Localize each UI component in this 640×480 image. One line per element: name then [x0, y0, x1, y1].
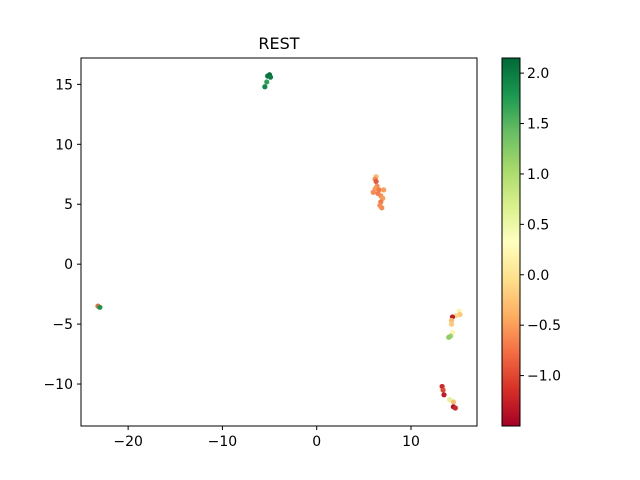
- points-layer: [95, 72, 463, 411]
- y-tick-label: −10: [43, 377, 73, 393]
- x-axis: −20 −10 0 10: [113, 426, 420, 450]
- colorbar-tick-label: 2.0: [527, 66, 549, 82]
- y-tick-label: 15: [55, 77, 73, 93]
- y-tick-label: −5: [52, 317, 73, 333]
- data-point: [447, 397, 453, 403]
- data-point: [452, 405, 458, 411]
- data-point: [440, 387, 446, 393]
- data-point: [373, 178, 379, 185]
- x-tick-label: 0: [312, 434, 321, 450]
- data-point: [267, 74, 274, 80]
- y-axis: −10 −5 0 5 10 15: [43, 77, 81, 393]
- colorbar-tick-label: −1.0: [527, 369, 561, 385]
- data-point: [450, 399, 457, 405]
- plot-frame: [80, 57, 478, 427]
- x-tick-label: −20: [113, 434, 143, 450]
- data-point: [379, 205, 385, 211]
- data-point: [97, 304, 103, 310]
- data-point: [448, 317, 455, 324]
- colorbar-tick-label: 0.0: [527, 268, 549, 284]
- colorbar-tick-label: 1.5: [527, 117, 549, 133]
- data-point: [381, 187, 387, 193]
- colorbar-tick-label: −0.5: [527, 318, 561, 334]
- data-point: [262, 84, 268, 90]
- data-point: [448, 321, 455, 327]
- data-point: [370, 189, 376, 195]
- y-tick-label: 0: [64, 257, 73, 273]
- data-point: [264, 79, 270, 85]
- chart-title: REST: [258, 34, 299, 53]
- y-tick-label: 10: [55, 137, 73, 153]
- y-tick-label: 5: [64, 197, 73, 213]
- data-point: [441, 392, 447, 398]
- x-tick-label: 10: [402, 434, 420, 450]
- x-tick-label: −10: [208, 434, 238, 450]
- data-point: [446, 334, 452, 340]
- colorbar-tick-label: 0.5: [527, 217, 549, 233]
- colorbar-axis: −1.0 −0.5 0.0 0.5 1.0 1.5 2.0: [520, 66, 561, 385]
- colorbar-tick-label: 1.0: [527, 167, 549, 183]
- colorbar: [501, 57, 521, 427]
